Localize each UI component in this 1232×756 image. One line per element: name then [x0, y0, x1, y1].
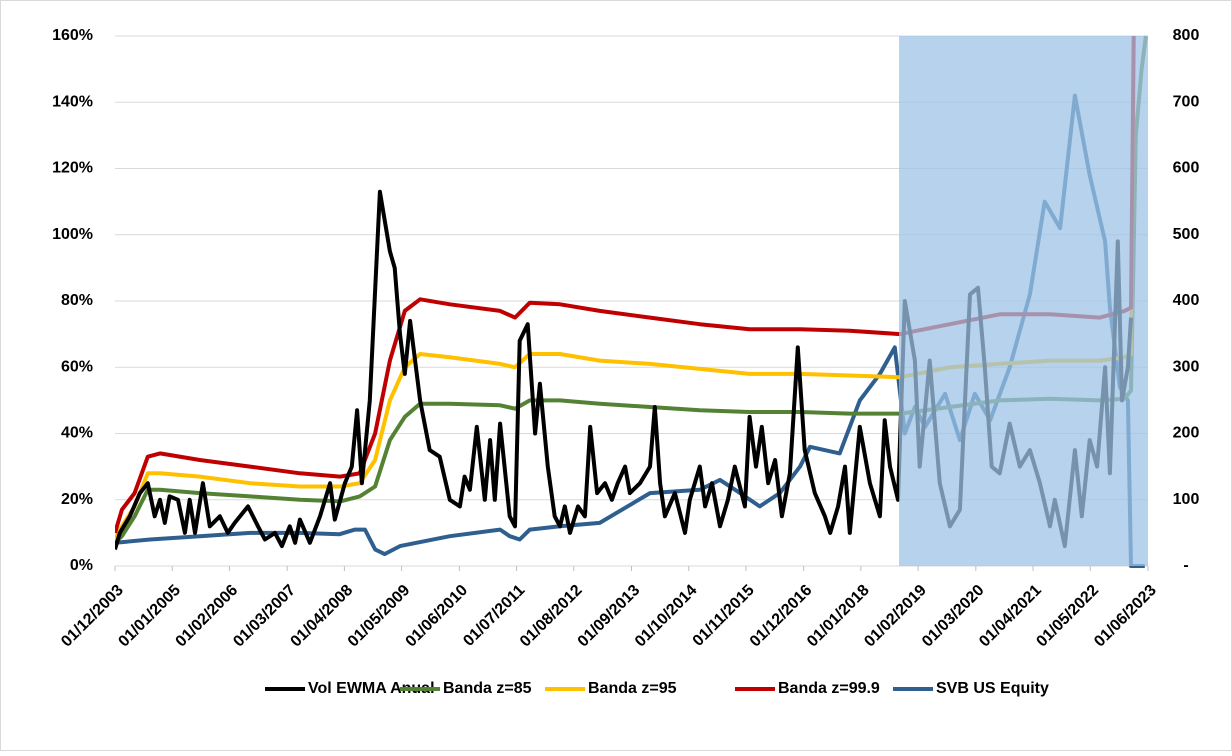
y2-tick-label: 800	[1173, 27, 1200, 44]
y-tick-label: 160%	[52, 27, 93, 44]
legend-label: Banda z=85	[443, 680, 532, 697]
y-tick-label: 60%	[61, 358, 93, 375]
y2-tick-label: 100	[1173, 491, 1200, 508]
y-tick-label: 0%	[70, 557, 93, 574]
legend-label: Banda z=99.9	[778, 680, 880, 697]
legend-label: SVB US Equity	[936, 680, 1049, 697]
y2-tick-label: 700	[1173, 93, 1200, 110]
y2-tick-label: 500	[1173, 226, 1200, 243]
y2-tick-label: 300	[1173, 358, 1200, 375]
plot-area	[115, 35, 1148, 568]
legend-label: Banda z=95	[588, 680, 677, 697]
y2-tick-label: 400	[1173, 292, 1200, 309]
y-tick-label: 80%	[61, 292, 93, 309]
y-tick-label: 40%	[61, 425, 93, 442]
y-tick-label: 100%	[52, 226, 93, 243]
y-tick-label: 120%	[52, 160, 93, 177]
y2-tick-label: 200	[1173, 425, 1200, 442]
highlight-region	[899, 36, 1148, 566]
y2-tick-label: -	[1183, 557, 1188, 574]
y-tick-label: 20%	[61, 491, 93, 508]
y-tick-label: 140%	[52, 93, 93, 110]
legend-label: Vol EWMA Anual	[308, 680, 435, 697]
y2-tick-label: 600	[1173, 160, 1200, 177]
